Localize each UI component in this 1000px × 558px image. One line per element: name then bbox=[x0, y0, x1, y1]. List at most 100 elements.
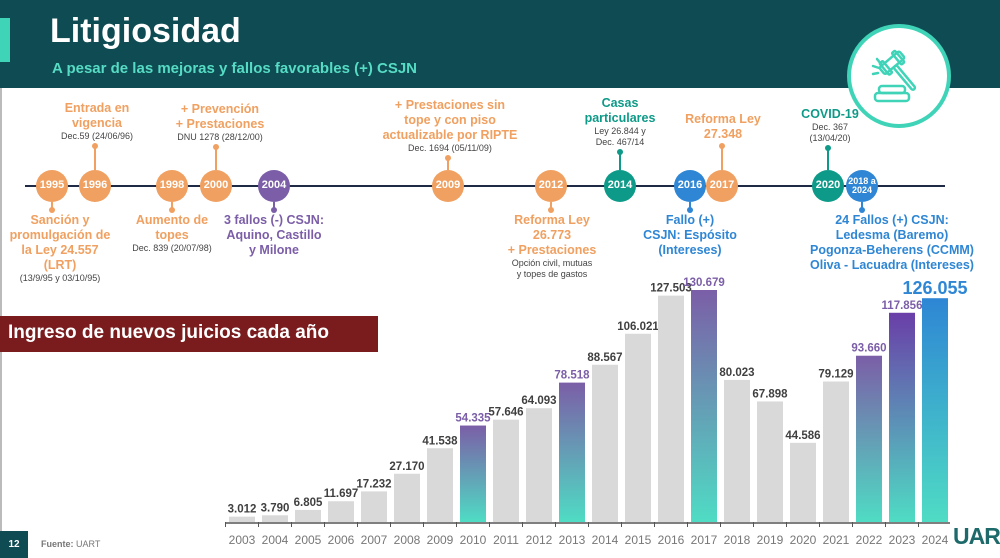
x-tick-label-2020: 2020 bbox=[790, 533, 817, 547]
x-tick-label-2019: 2019 bbox=[757, 533, 784, 547]
data-label-2017: 130.679 bbox=[683, 277, 725, 289]
event-title-line: Aumento de bbox=[135, 213, 209, 227]
x-tick-label-2011: 2011 bbox=[493, 533, 519, 547]
timeline-dot bbox=[445, 155, 451, 161]
timeline-connector bbox=[619, 152, 621, 170]
timeline-connector bbox=[94, 146, 96, 170]
timeline-event-text: Fallo (+) CSJN: Espósito (Intereses) bbox=[600, 213, 780, 258]
x-tick-label-2005: 2005 bbox=[295, 533, 322, 547]
x-tick-label-2008: 2008 bbox=[394, 533, 421, 547]
timeline-dot bbox=[49, 207, 55, 213]
bar-2020 bbox=[790, 442, 816, 522]
timeline-dot bbox=[825, 145, 831, 151]
bar-2012 bbox=[526, 408, 552, 522]
bar-2018 bbox=[724, 379, 750, 522]
x-tick-label-2003: 2003 bbox=[229, 533, 256, 547]
data-label-2022: 93.660 bbox=[851, 343, 886, 355]
x-tick-label-2012: 2012 bbox=[526, 533, 553, 547]
page-subtitle: A pesar de las mejoras y fallos favorabl… bbox=[52, 60, 418, 77]
event-title-line: (LRT) bbox=[43, 258, 77, 272]
event-title-line: 3 fallos (-) CSJN: bbox=[223, 213, 324, 227]
event-detail-line: Dec.59 (24/06/96) bbox=[60, 131, 134, 141]
bar-2017 bbox=[691, 290, 717, 522]
timeline-year-marker: 1996 bbox=[79, 170, 111, 202]
bar-2024 bbox=[922, 298, 948, 522]
event-title-line: Aquino, Castillo bbox=[226, 228, 322, 242]
timeline-event-text: + Prevención + Prestaciones DNU 1278 (28/1… bbox=[130, 102, 310, 143]
timeline-event-text: Sanción y promulgación de la Ley 24.557 (LR… bbox=[0, 213, 150, 284]
gavel-icon bbox=[871, 49, 917, 103]
timeline-year-marker: 2012 bbox=[535, 170, 567, 202]
timeline-year-marker: 2018 a 2024 bbox=[846, 170, 878, 202]
data-label-2024: 126.055 bbox=[902, 278, 967, 298]
bar-2013 bbox=[559, 382, 585, 522]
x-tick-label-2021: 2021 bbox=[823, 533, 850, 547]
timeline-dot bbox=[92, 143, 98, 149]
footer-source: Fuente: UART bbox=[41, 539, 100, 549]
data-label-2013: 78.518 bbox=[554, 370, 590, 382]
event-title-line: (Intereses) bbox=[658, 243, 722, 257]
timeline-connector bbox=[215, 147, 217, 170]
event-title-line: la Ley 24.557 bbox=[21, 243, 99, 257]
bar-2011 bbox=[493, 419, 519, 522]
x-tick-label-2024: 2024 bbox=[922, 533, 949, 547]
event-detail-line: y topes de gastos bbox=[516, 269, 588, 279]
x-tick-label-2018: 2018 bbox=[724, 533, 751, 547]
event-title-line: 27.348 bbox=[703, 127, 743, 141]
timeline-year-marker: 2000 bbox=[200, 170, 232, 202]
timeline-dot bbox=[687, 207, 693, 213]
page-number: 12 bbox=[0, 531, 28, 558]
x-tick-label-2009: 2009 bbox=[427, 533, 454, 547]
timeline-year-marker: 1995 bbox=[36, 170, 68, 202]
timeline-year-marker: 2014 bbox=[604, 170, 636, 202]
event-detail-line: Opción civil, mutuas bbox=[511, 258, 593, 268]
event-title-line: tope y con piso bbox=[404, 113, 496, 127]
event-title-line: topes bbox=[155, 228, 189, 242]
x-tick-label-2004: 2004 bbox=[262, 533, 289, 547]
bar-2005 bbox=[295, 509, 321, 522]
event-detail-line: Ley 26.844 y bbox=[594, 126, 646, 136]
data-label-2006: 11.697 bbox=[324, 488, 359, 500]
header-band bbox=[0, 0, 1000, 88]
event-title-line: + Prestaciones sin bbox=[394, 98, 506, 112]
data-label-2010: 54.335 bbox=[455, 413, 491, 425]
timeline-year-marker: 2004 bbox=[258, 170, 290, 202]
accent-bar bbox=[0, 18, 10, 62]
data-label-2003: 3.012 bbox=[228, 504, 257, 516]
timeline-dot bbox=[213, 144, 219, 150]
event-title-line: Casas bbox=[601, 96, 639, 110]
x-tick-label-2016: 2016 bbox=[658, 533, 685, 547]
event-title-line: 26.773 bbox=[532, 228, 572, 242]
timeline-year-marker: 2020 bbox=[812, 170, 844, 202]
data-label-2004: 3.790 bbox=[261, 502, 290, 514]
event-detail-line: Dec. 367 bbox=[811, 122, 849, 132]
event-title-line: Oliva - Lacuadra (Intereses) bbox=[810, 258, 974, 272]
timeline-event-text: Reforma Ley 26.773 + Prestaciones Opción ci… bbox=[462, 213, 642, 280]
timeline-connector bbox=[550, 202, 552, 210]
data-label-2015: 106.021 bbox=[617, 321, 659, 333]
timeline-year-marker: 1998 bbox=[156, 170, 188, 202]
event-detail-line: Dec. 839 (20/07/98) bbox=[132, 243, 212, 253]
timeline-axis bbox=[25, 185, 945, 187]
bar-2009 bbox=[427, 448, 453, 522]
bar-2023 bbox=[889, 312, 915, 522]
timeline-dot bbox=[617, 149, 623, 155]
bar-2022 bbox=[856, 355, 882, 522]
event-title-line: COVID-19 bbox=[801, 107, 859, 121]
event-title-line: Ledesma (Baremo) bbox=[835, 228, 949, 242]
timeline-event-text: Casas particulares Ley 26.844 y Dec. 467/14 bbox=[530, 96, 710, 148]
bar-2014 bbox=[592, 364, 618, 522]
timeline-event-text: Entrada en vigencia Dec.59 (24/06/96) bbox=[7, 101, 187, 142]
bar-2015 bbox=[625, 333, 651, 522]
event-detail-line: DNU 1278 (28/12/00) bbox=[177, 132, 263, 142]
timeline-connector bbox=[171, 202, 173, 210]
timeline-dot bbox=[169, 207, 175, 213]
timeline-connector bbox=[273, 202, 275, 210]
event-title-line: vigencia bbox=[71, 116, 123, 130]
timeline-dot bbox=[548, 207, 554, 213]
timeline-event-text: Reforma Ley 27.348 bbox=[633, 112, 813, 142]
data-label-2007: 17.232 bbox=[356, 478, 391, 490]
timeline-event-text: 24 Fallos (+) CSJN: Ledesma (Baremo) Pogon… bbox=[802, 213, 982, 273]
timeline-event-text: COVID-19 Dec. 367 (13/04/20) bbox=[740, 107, 920, 144]
